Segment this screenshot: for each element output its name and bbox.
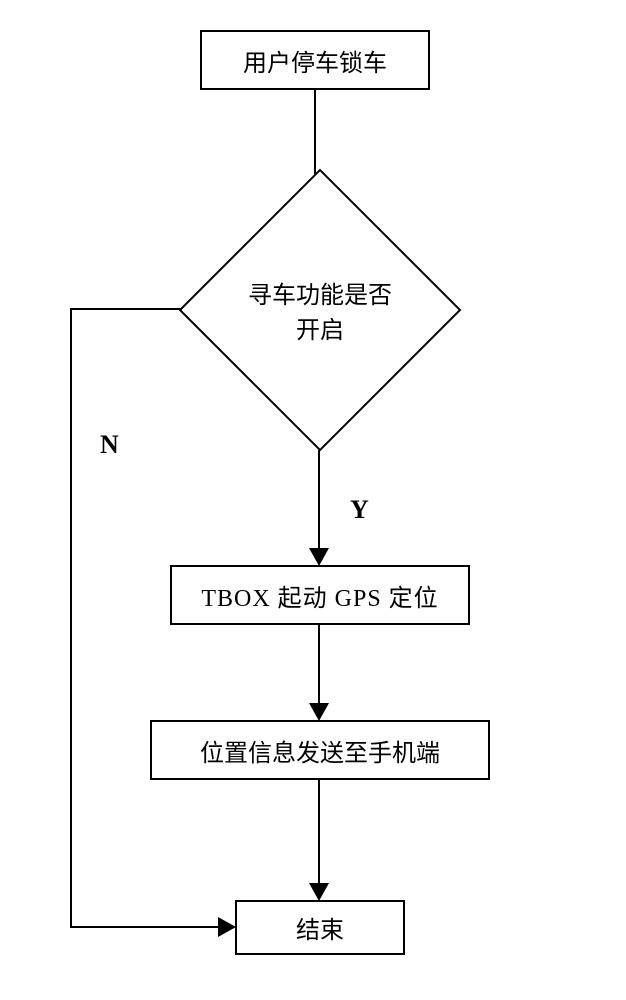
edge-decision-end-seg1 (70, 308, 182, 310)
node-decision-text-wrap: 寻车功能是否 开启 (220, 210, 420, 410)
node-end-text: 结束 (296, 910, 344, 945)
edge-tbox-send-line (318, 625, 320, 705)
edge-decision-tbox-arrow (309, 548, 329, 566)
edge-decision-end-seg3 (70, 926, 220, 928)
edge-decision-tbox-line (318, 450, 320, 550)
node-decision-text-line2: 开启 (248, 310, 392, 345)
edge-decision-end-seg2 (70, 308, 72, 928)
node-send: 位置信息发送至手机端 (150, 720, 490, 780)
node-end: 结束 (235, 900, 405, 955)
node-send-text: 位置信息发送至手机端 (200, 733, 440, 768)
edge-decision-end-arrow (218, 917, 236, 937)
edge-send-end-arrow (309, 883, 329, 901)
edge-decision-end-label: N (100, 430, 119, 460)
node-decision-text-line1: 寻车功能是否 (248, 275, 392, 310)
node-start-text: 用户停车锁车 (243, 43, 387, 78)
edge-tbox-send-arrow (309, 703, 329, 721)
node-start: 用户停车锁车 (200, 30, 430, 90)
node-tbox-text: TBOX 起动 GPS 定位 (201, 578, 438, 613)
node-decision: 寻车功能是否 开启 (220, 210, 420, 410)
edge-decision-tbox-label: Y (350, 495, 369, 525)
node-tbox: TBOX 起动 GPS 定位 (170, 565, 470, 625)
edge-send-end-line (318, 780, 320, 885)
